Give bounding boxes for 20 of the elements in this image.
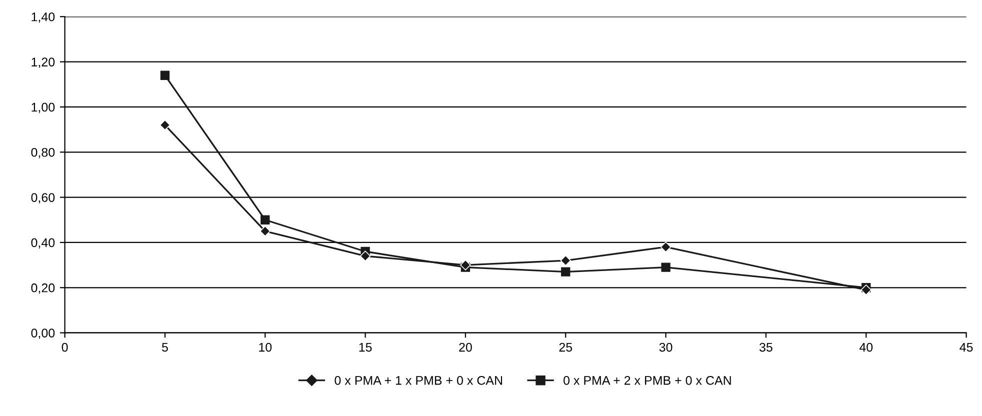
y-tick-label: 1,20 <box>32 58 55 68</box>
legend-label: 0 x PMA + 2 x PMB + 0 x CAN <box>564 376 731 385</box>
x-tick-label: 0 <box>62 342 68 352</box>
x-tick-label: 45 <box>960 342 973 352</box>
x-tick-label: 40 <box>859 342 873 352</box>
x-tick-label: 25 <box>559 342 572 352</box>
x-tick-label: 10 <box>259 342 272 352</box>
y-tick-label: 0,40 <box>31 238 55 249</box>
y-tick-label: 0,60 <box>31 193 55 204</box>
y-tick-label: 0,20 <box>31 283 55 294</box>
y-tick-label: 0,80 <box>31 148 55 158</box>
x-tick-label: 30 <box>659 342 672 352</box>
legend-label: 0 x PMA + 1 x PMB + 0 x CAN <box>334 376 502 385</box>
y-tick-label: 1,00 <box>32 102 55 114</box>
x-tick-label: 20 <box>459 342 472 352</box>
x-tick-label: 35 <box>759 342 772 352</box>
x-tick-label: 15 <box>359 342 372 352</box>
y-tick-label: 0,00 <box>31 328 55 339</box>
x-tick-label: 5 <box>162 342 168 352</box>
y-tick-label: 1,40 <box>32 12 55 23</box>
